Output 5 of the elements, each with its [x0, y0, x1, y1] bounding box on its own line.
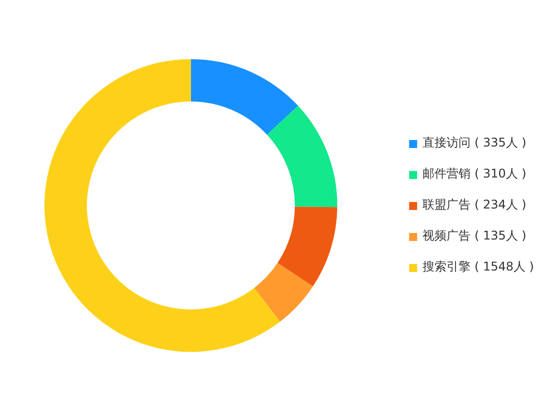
- legend-label: 邮件营销 ( 310人 ): [422, 166, 526, 182]
- legend-label: 搜索引擎 ( 1548人 ): [422, 258, 534, 276]
- legend-label: 直接访问 ( 335人 ): [422, 134, 526, 152]
- legend-label: 视频广告 ( 135人 ): [422, 228, 526, 244]
- legend-label: 联盟广告 ( 234人 ): [422, 196, 526, 214]
